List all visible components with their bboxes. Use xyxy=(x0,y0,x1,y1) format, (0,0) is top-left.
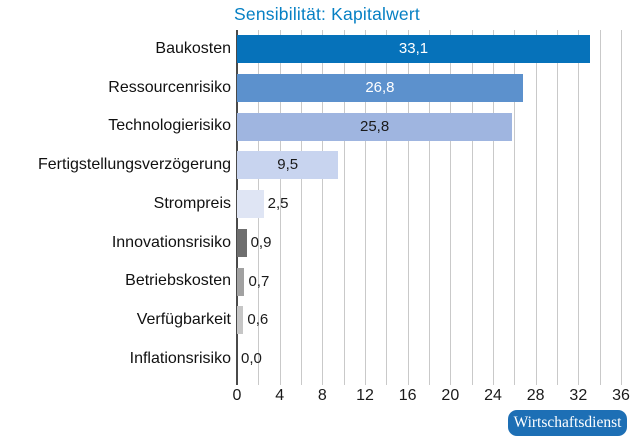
category-label: Verfügbarkeit xyxy=(136,310,231,328)
bar xyxy=(237,74,523,103)
x-tick-label: 20 xyxy=(441,387,460,404)
gridline xyxy=(450,30,452,385)
category-label: Innovationsrisiko xyxy=(111,233,231,251)
bar xyxy=(237,267,245,296)
gridline xyxy=(407,30,409,385)
x-tick-label: 36 xyxy=(612,387,630,404)
gridline xyxy=(557,30,558,385)
x-tick-label: 28 xyxy=(526,387,545,404)
gridline xyxy=(343,30,345,385)
bar xyxy=(237,35,591,64)
bar xyxy=(237,190,264,219)
gridline xyxy=(621,30,622,385)
x-tick-label: 24 xyxy=(484,387,502,404)
value-label: 0,6 xyxy=(247,311,269,329)
category-label: Fertigstellungsverzögerung xyxy=(38,156,231,174)
value-label: 9,5 xyxy=(277,156,299,174)
x-tick-label: 32 xyxy=(569,387,588,404)
value-label: 26,8 xyxy=(365,79,395,97)
bar xyxy=(237,306,244,335)
gridline xyxy=(471,30,473,385)
value-label: 25,8 xyxy=(359,117,390,135)
gridline xyxy=(279,30,281,385)
bar xyxy=(237,112,513,141)
gridline xyxy=(514,30,516,385)
gridline xyxy=(429,30,430,385)
wirtschaftsdienst-badge: Wirtschaftsdienst xyxy=(508,410,627,436)
x-tick-label: 16 xyxy=(398,387,417,404)
category-label: Inflationsrisiko xyxy=(129,349,231,367)
gridline xyxy=(599,30,601,385)
value-label: 0,7 xyxy=(248,272,270,290)
category-label: Technologierisiko xyxy=(108,117,231,135)
x-tick-label: 8 xyxy=(317,387,327,404)
x-tick-label: 4 xyxy=(275,387,285,404)
bar xyxy=(237,228,247,257)
chart-title: Sensibilität: Kapitalwert xyxy=(234,4,420,24)
x-tick-label: 0 xyxy=(232,387,242,404)
bar xyxy=(237,151,339,180)
category-label: Baukosten xyxy=(155,40,231,57)
value-label: 33,1 xyxy=(398,40,429,58)
category-label: Ressourcenrisiko xyxy=(108,78,231,96)
gridline xyxy=(322,30,324,385)
gridline xyxy=(535,30,537,385)
value-label: 2,5 xyxy=(267,195,289,213)
x-tick-label: 12 xyxy=(356,387,374,404)
gridline xyxy=(365,30,366,385)
gridline xyxy=(493,30,494,385)
category-label: Strompreis xyxy=(153,194,231,212)
value-label: 0,0 xyxy=(241,349,262,367)
gridline xyxy=(301,30,302,385)
value-label: 0,9 xyxy=(250,233,272,251)
gridline xyxy=(386,30,388,385)
category-label: Betriebskosten xyxy=(125,272,231,290)
gridline xyxy=(578,30,580,385)
